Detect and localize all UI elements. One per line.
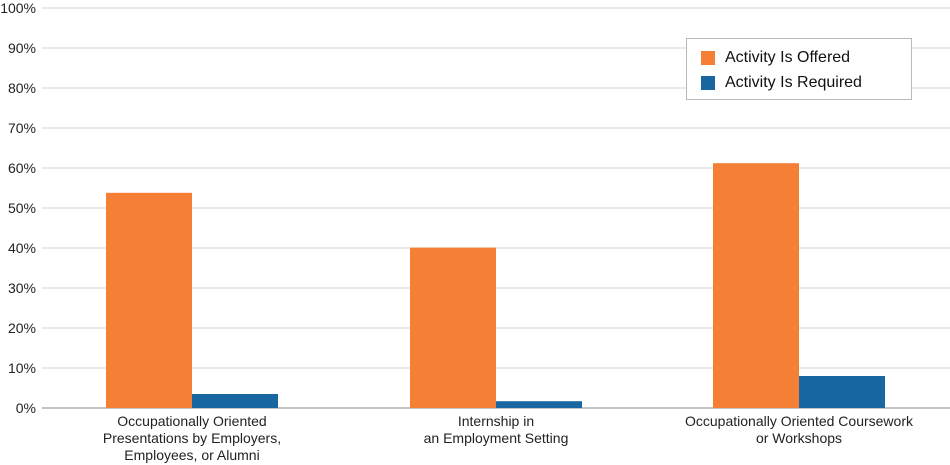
legend-item-required: Activity Is Required: [701, 70, 901, 95]
legend-label-required: Activity Is Required: [725, 73, 862, 91]
y-tick-label: 90%: [8, 40, 36, 56]
chart-legend: Activity Is Offered Activity Is Required: [686, 38, 912, 100]
y-tick-label: 30%: [8, 280, 36, 296]
legend-item-offered: Activity Is Offered: [701, 45, 901, 70]
category-label-line: Occupationally Oriented Coursework: [685, 413, 914, 429]
y-tick-label: 100%: [0, 0, 36, 16]
category-label-line: or Workshops: [756, 430, 842, 446]
y-tick-label: 80%: [8, 80, 36, 96]
y-tick-label: 70%: [8, 120, 36, 136]
category-label-line: Occupationally Oriented: [117, 413, 266, 429]
legend-label-offered: Activity Is Offered: [725, 48, 851, 66]
y-tick-label: 40%: [8, 240, 36, 256]
y-tick-label: 60%: [8, 160, 36, 176]
category-label: Occupationally Oriented Coursework or Wor…: [685, 413, 914, 446]
bar-offered-1: [410, 247, 496, 408]
category-label: Occupationally Oriented Presentations by …: [103, 413, 281, 463]
bar-offered-2: [713, 163, 799, 408]
bar-required-0: [192, 394, 278, 408]
category-label: Internship in an Employment Setting: [424, 413, 569, 446]
bar-required-2: [799, 376, 885, 408]
y-tick-label: 10%: [8, 360, 36, 376]
bar-required-1: [496, 401, 582, 408]
category-label-line: Internship in: [458, 413, 534, 429]
bar-offered-0: [106, 192, 192, 408]
y-tick-label: 0%: [16, 400, 36, 416]
category-label-line: an Employment Setting: [424, 430, 569, 446]
y-tick-label: 20%: [8, 320, 36, 336]
legend-swatch-required: [701, 75, 715, 90]
category-label-line: Employees, or Alumni: [124, 447, 259, 463]
legend-swatch-offered: [701, 50, 715, 65]
category-label-line: Presentations by Employers,: [103, 430, 281, 446]
y-tick-label: 50%: [8, 200, 36, 216]
